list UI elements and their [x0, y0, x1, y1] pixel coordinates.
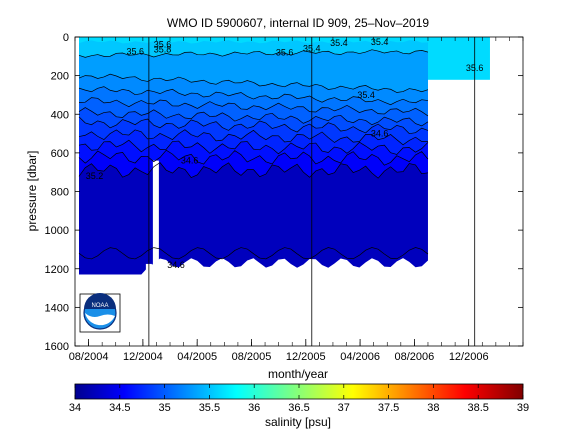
contour-line	[78, 129, 428, 146]
x-tick-label: 12/2005	[286, 351, 326, 363]
colorbar-tick-label: 38	[427, 402, 439, 414]
colorbar-tick-label: 34.5	[109, 402, 130, 414]
colorbar-tick-label: 37	[338, 402, 350, 414]
colorbar-label: salinity [psu]	[265, 415, 331, 429]
y-tick-label: 1600	[45, 341, 69, 353]
y-tick-label: 800	[51, 187, 69, 199]
colorbar-tick-label: 35.5	[199, 402, 220, 414]
contour-line	[78, 162, 429, 179]
y-tick-label: 1000	[45, 225, 69, 237]
x-tick-label: 08/2006	[395, 351, 435, 363]
chart-title: WMO ID 5900607, internal ID 909, 25–Nov–…	[167, 16, 429, 30]
noaa-logo-text: NOAA	[91, 303, 108, 309]
plot-area: 35.635.635.8 35.6 35.435.435.435.434.634.6…	[78, 37, 490, 346]
x-tick-label: 04/2005	[177, 351, 217, 363]
field-band	[79, 37, 428, 58]
contour-lines	[78, 49, 429, 260]
y-tick-label: 1200	[45, 264, 69, 276]
x-tick-label: 12/2004	[123, 351, 163, 363]
contour-label: 35.4	[357, 90, 375, 100]
colorbar-tick-label: 36.5	[288, 402, 309, 414]
colorbar-tick-label: 38.5	[467, 402, 488, 414]
contour-line	[78, 247, 429, 260]
y-tick-label: 200	[51, 71, 69, 83]
x-tick-label: 08/2005	[232, 351, 272, 363]
y-axis-label: pressure [dbar]	[25, 151, 39, 232]
colorbar-axis: 34 34.5 35 35.5 36 36.5 37 37.5 38 38.5 39	[69, 384, 529, 414]
colorbar-tick-label: 35	[158, 402, 170, 414]
noaa-logo: NOAA	[79, 293, 121, 333]
contour-line	[78, 86, 429, 106]
late-profile	[427, 37, 490, 80]
contour-line	[78, 139, 429, 155]
contour-label: 35.6	[276, 47, 294, 57]
contour-label: 35.6	[127, 46, 145, 56]
year-marker-lines	[148, 37, 476, 346]
y-axis: 0 200 400 600 800 1000 1200 1400 1600	[45, 32, 523, 353]
contour-line	[78, 73, 429, 93]
contour-label: 34.6	[181, 156, 199, 166]
contour-label: 34.6	[167, 260, 185, 270]
field-band-surface	[79, 37, 428, 44]
x-axis: 08/2004 12/2004 04/2005 08/2005 12/2005 04/20…	[69, 37, 524, 363]
contour-label: 35.2	[86, 171, 104, 181]
contour-label: 35.4	[371, 37, 389, 47]
contour-label: 35.6	[154, 40, 172, 50]
salinity-field	[79, 37, 490, 276]
contour-label: 35.8	[154, 45, 172, 55]
colorbar-tick-label: 36	[248, 402, 260, 414]
x-tick-label: 08/2004	[69, 351, 109, 363]
x-axis-label: month/year	[268, 367, 328, 381]
contour-line	[78, 149, 429, 166]
contour-label: 34.6	[371, 129, 389, 139]
colorbar-tick-label: 34	[69, 402, 81, 414]
x-tick-label: 12/2006	[449, 351, 489, 363]
colorbar-tick-label: 39	[517, 402, 529, 414]
contour-line	[78, 116, 429, 135]
data-gap	[152, 160, 159, 265]
y-tick-label: 400	[51, 109, 69, 121]
contour-line	[78, 49, 429, 58]
x-tick-label: 04/2006	[340, 351, 380, 363]
colorbar-tick-label: 37.5	[378, 402, 399, 414]
y-tick-label: 1400	[45, 302, 69, 314]
contour-line	[78, 97, 429, 117]
contour-line	[78, 107, 429, 127]
y-tick-label: 0	[63, 32, 69, 44]
y-tick-label: 600	[51, 148, 69, 160]
contour-label: 35.4	[330, 38, 348, 48]
